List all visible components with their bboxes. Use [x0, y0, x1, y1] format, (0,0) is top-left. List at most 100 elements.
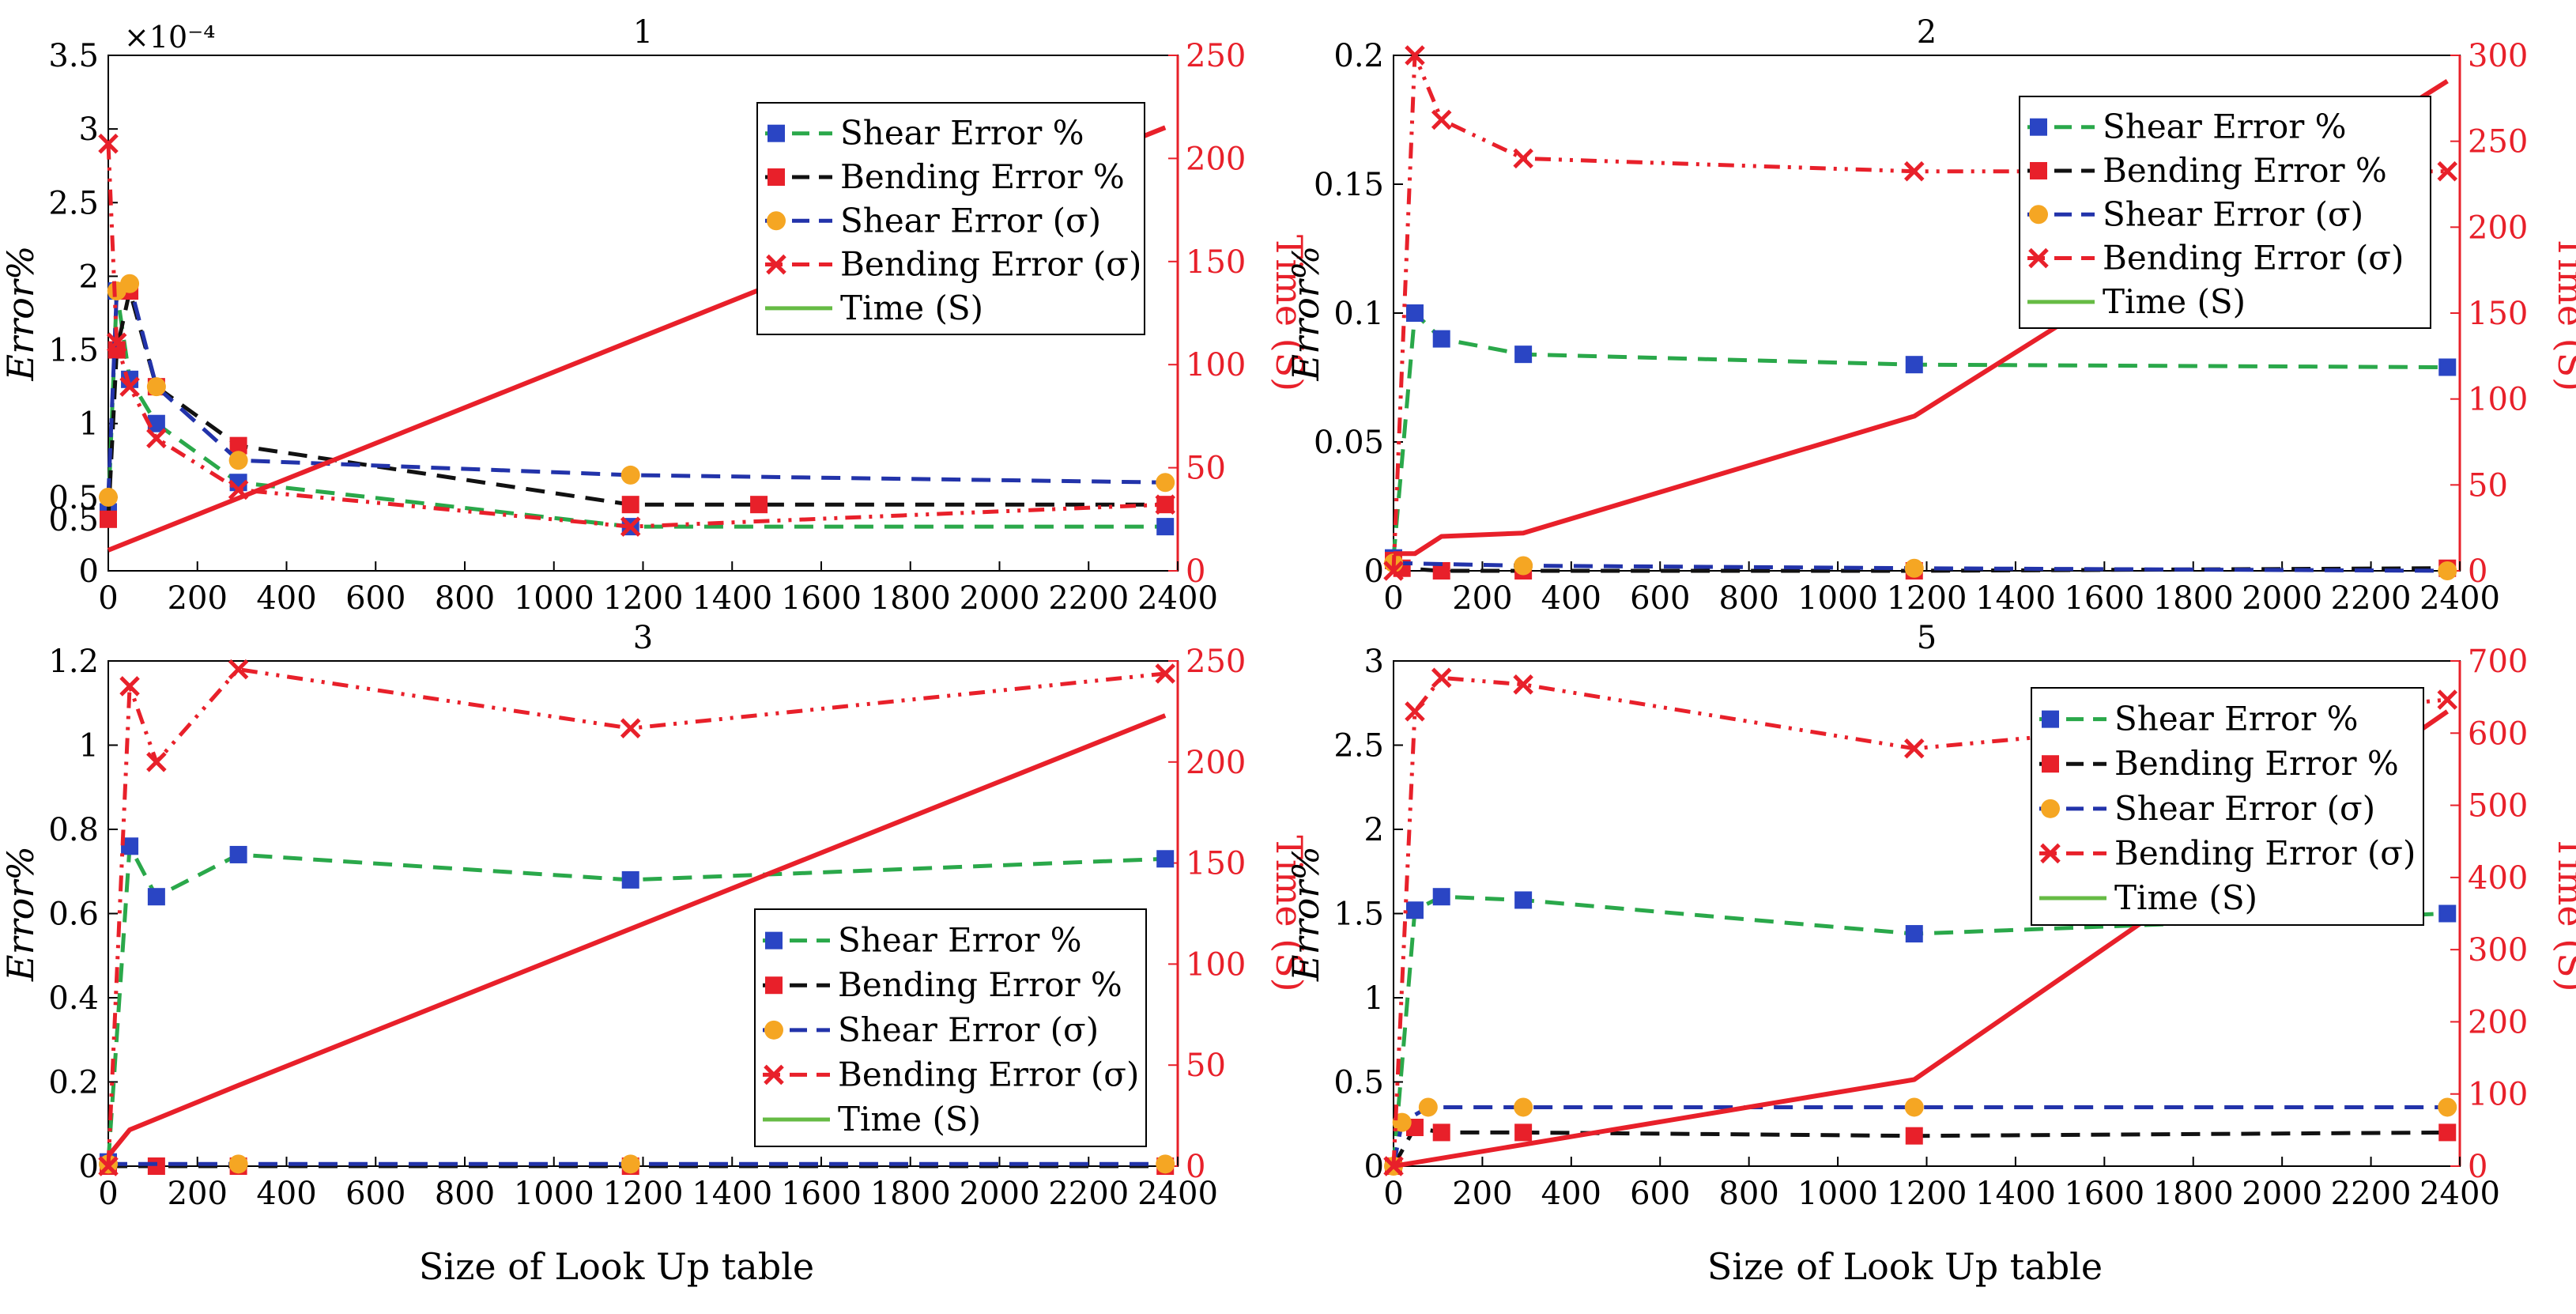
marker-bending_sigma: [146, 752, 167, 772]
marker-shear_sigma: [99, 487, 118, 507]
legend-label-shear_pct: Shear Error %: [838, 921, 1082, 960]
y-tick-label: 1.5: [1333, 897, 1384, 933]
legend-marker-bending_pct: [765, 976, 783, 995]
y-tick-label: 3: [79, 111, 99, 148]
y-tick-label: 0.1: [1333, 296, 1384, 332]
legend-label-bending_pct: Bending Error %: [2103, 151, 2387, 190]
x-tick-label: 1800: [2153, 1176, 2234, 1212]
x-tick-label: 1000: [1797, 1176, 1878, 1212]
x-tick-label: 2200: [1048, 580, 1129, 617]
legend-label-time: Time (S): [2103, 282, 2246, 321]
legend-label-bending_pct: Bending Error %: [840, 157, 1125, 196]
y2-tick-label: 600: [2468, 716, 2528, 752]
x-tick-label: 600: [345, 580, 405, 617]
x-tick-label: 1800: [870, 1176, 951, 1212]
marker-bending_sigma: [1155, 663, 1175, 684]
legend-box: [754, 908, 1147, 1147]
legend-box: [2031, 687, 2424, 926]
legend-label-bending_sigma: Bending Error (σ): [838, 1055, 1139, 1093]
marker-bending_pct: [2438, 1123, 2457, 1142]
marker-shear_sigma: [1904, 558, 1924, 578]
marker-bending_sigma: [2437, 160, 2458, 182]
series-line-bending_sigma: [106, 667, 1166, 1167]
y2-axis-label: Time (S): [1268, 235, 1311, 391]
marker-bending_pct: [100, 510, 117, 528]
y-axis-label: Error%: [1284, 246, 1327, 382]
legend: Shear Error % Bending Error % Shear Error …: [756, 102, 1145, 335]
x-tick-label: 2000: [960, 580, 1040, 617]
y2-tick-label: 0: [2468, 1149, 2487, 1185]
legend-marker-bending_pct: [768, 168, 785, 186]
x-tick-label: 2200: [2331, 1176, 2412, 1212]
x-tick-label: 400: [256, 580, 316, 617]
y-tick-label: 1: [1364, 980, 1384, 1017]
y2-tick-label: 300: [2468, 38, 2528, 74]
chart-panel-3: 30 200 400 600 800 1000 1200 1400 1600 1800 2000 22…: [0, 620, 1311, 1212]
series-line-shear_sigma: [1393, 561, 2448, 573]
y-axis-label: Error%: [0, 846, 42, 982]
y2-tick-label: 150: [2468, 296, 2528, 332]
marker-bending_sigma: [228, 659, 249, 680]
legend-label-bending_pct: Bending Error %: [838, 965, 1122, 1004]
x-tick-label: 600: [1630, 580, 1690, 617]
series-line-bending_sigma: [1391, 675, 2448, 1167]
y-tick-label: 2.5: [1333, 728, 1384, 765]
x-tick-label: 1200: [1887, 580, 1967, 617]
legend: Shear Error % Bending Error % Shear Error …: [2031, 687, 2424, 926]
y2-tick-label: 200: [2468, 210, 2528, 246]
series-line-bending_sigma: [1391, 53, 2448, 572]
x-tick-label: 1600: [781, 580, 862, 617]
legend-marker-shear_sigma: [764, 1020, 783, 1040]
marker-bending_sigma: [146, 428, 167, 449]
marker-shear_sigma: [228, 451, 248, 470]
marker-bending_sigma: [1383, 561, 1404, 581]
legend-marker-bending_sigma: [2028, 247, 2049, 269]
x-tick-label: 2400: [2419, 580, 2500, 617]
marker-bending_pct: [1432, 562, 1450, 580]
marker-bending_sigma: [620, 516, 641, 537]
y2-tick-label: 250: [2468, 124, 2528, 160]
x-tick-label: 200: [1452, 1176, 1512, 1212]
x-tick-label: 0: [1383, 580, 1403, 617]
marker-shear_sigma: [1514, 556, 1533, 576]
x-tick-label: 800: [1718, 1176, 1778, 1212]
legend-label-bending_sigma: Bending Error (σ): [2114, 833, 2416, 872]
x-tick-label: 2400: [1137, 1176, 1218, 1212]
marker-bending_pct: [229, 436, 247, 455]
legend-label-shear_pct: Shear Error %: [840, 114, 1084, 153]
x-tick-label: 600: [1630, 1176, 1690, 1212]
marker-shear_sigma: [228, 1154, 248, 1174]
marker-bending_pct: [147, 1157, 165, 1175]
legend-label-bending_pct: Bending Error %: [2114, 744, 2399, 783]
y-axis-label: Error%: [1284, 846, 1327, 982]
y-tick-label: 0.15: [1314, 167, 1384, 203]
y2-tick-label: 0: [1186, 1149, 1205, 1185]
marker-shear_pct: [1405, 304, 1424, 322]
x-tick-label: 1200: [1887, 1176, 1967, 1212]
marker-bending_sigma: [119, 376, 140, 397]
y2-tick-label: 100: [1186, 946, 1246, 983]
y-tick-label: 1: [79, 728, 99, 765]
y2-tick-label: 150: [1186, 244, 1246, 281]
x-tick-label: 0: [98, 580, 118, 617]
marker-shear_pct: [1405, 901, 1424, 919]
marker-shear_sigma: [1156, 473, 1175, 493]
chart-panel-1: 10 200 400 600 800 1000 1200 1400 1600 1800 2000 22…: [0, 14, 1311, 617]
legend-label-shear_sigma: Shear Error (σ): [2114, 789, 2375, 828]
legend-marker-shear_pct: [765, 931, 783, 950]
x-tick-label: 800: [1718, 580, 1778, 617]
marker-bending_sigma: [620, 718, 641, 738]
y-tick-label: 1.5: [48, 333, 99, 369]
legend-marker-shear_sigma: [767, 211, 786, 231]
y2-tick-label: 0: [1186, 553, 1205, 590]
marker-shear_pct: [1514, 891, 1533, 909]
chart-title: 3: [633, 620, 653, 656]
legend-label-bending_sigma: Bending Error (σ): [2103, 239, 2404, 278]
y-tick-label: 0.8: [48, 812, 99, 848]
y-tick-label: 3.5: [48, 38, 99, 74]
x-tick-label: 800: [435, 1176, 495, 1212]
legend-marker-bending_sigma: [764, 1064, 784, 1086]
chart-panel-2: 20 200 400 600 800 1000 1200 1400 1600 1800 2000 22…: [1284, 14, 2576, 617]
y2-axis-label: Time (S): [2550, 235, 2576, 391]
